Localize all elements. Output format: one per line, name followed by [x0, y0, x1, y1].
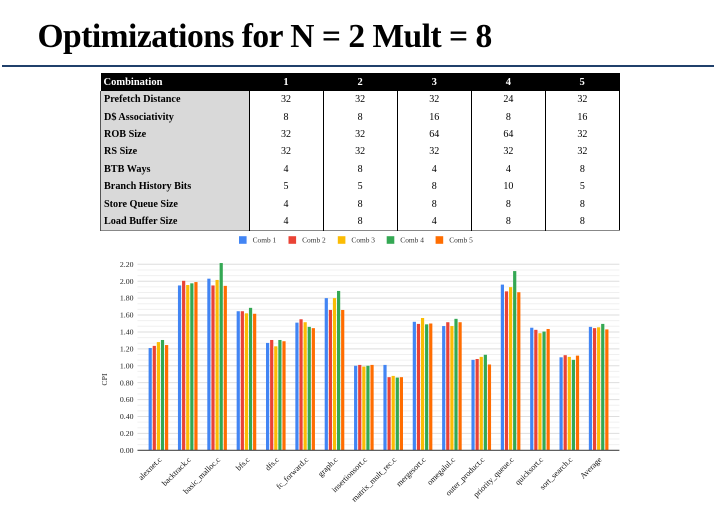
- svg-text:bfs.c: bfs.c: [234, 455, 252, 473]
- svg-text:1.40: 1.40: [120, 328, 134, 337]
- svg-text:Comb 4: Comb 4: [400, 236, 424, 245]
- svg-text:fc_forward.c: fc_forward.c: [274, 455, 310, 491]
- svg-text:Comb 2: Comb 2: [302, 236, 326, 245]
- svg-text:0.20: 0.20: [120, 429, 134, 438]
- svg-text:mergesort.c: mergesort.c: [394, 455, 427, 488]
- svg-text:CPI: CPI: [100, 373, 109, 386]
- svg-text:0.40: 0.40: [120, 412, 134, 421]
- svg-text:1.80: 1.80: [120, 294, 134, 303]
- svg-text:0.60: 0.60: [120, 395, 134, 404]
- svg-text:Comb 3: Comb 3: [351, 236, 375, 245]
- svg-text:1.20: 1.20: [120, 344, 134, 353]
- svg-text:0.00: 0.00: [120, 446, 134, 455]
- svg-text:graph.c: graph.c: [316, 455, 340, 479]
- svg-text:0.80: 0.80: [120, 378, 134, 387]
- svg-text:2.20: 2.20: [120, 260, 134, 269]
- svg-text:dfs.c: dfs.c: [263, 455, 281, 473]
- svg-text:alexnet.c: alexnet.c: [137, 455, 164, 482]
- svg-text:Average: Average: [578, 455, 604, 481]
- svg-text:Comb 1: Comb 1: [253, 236, 277, 245]
- svg-text:1.00: 1.00: [120, 361, 134, 370]
- svg-text:1.60: 1.60: [120, 311, 134, 320]
- svg-text:Comb 5: Comb 5: [449, 236, 473, 245]
- svg-text:2.00: 2.00: [120, 277, 134, 286]
